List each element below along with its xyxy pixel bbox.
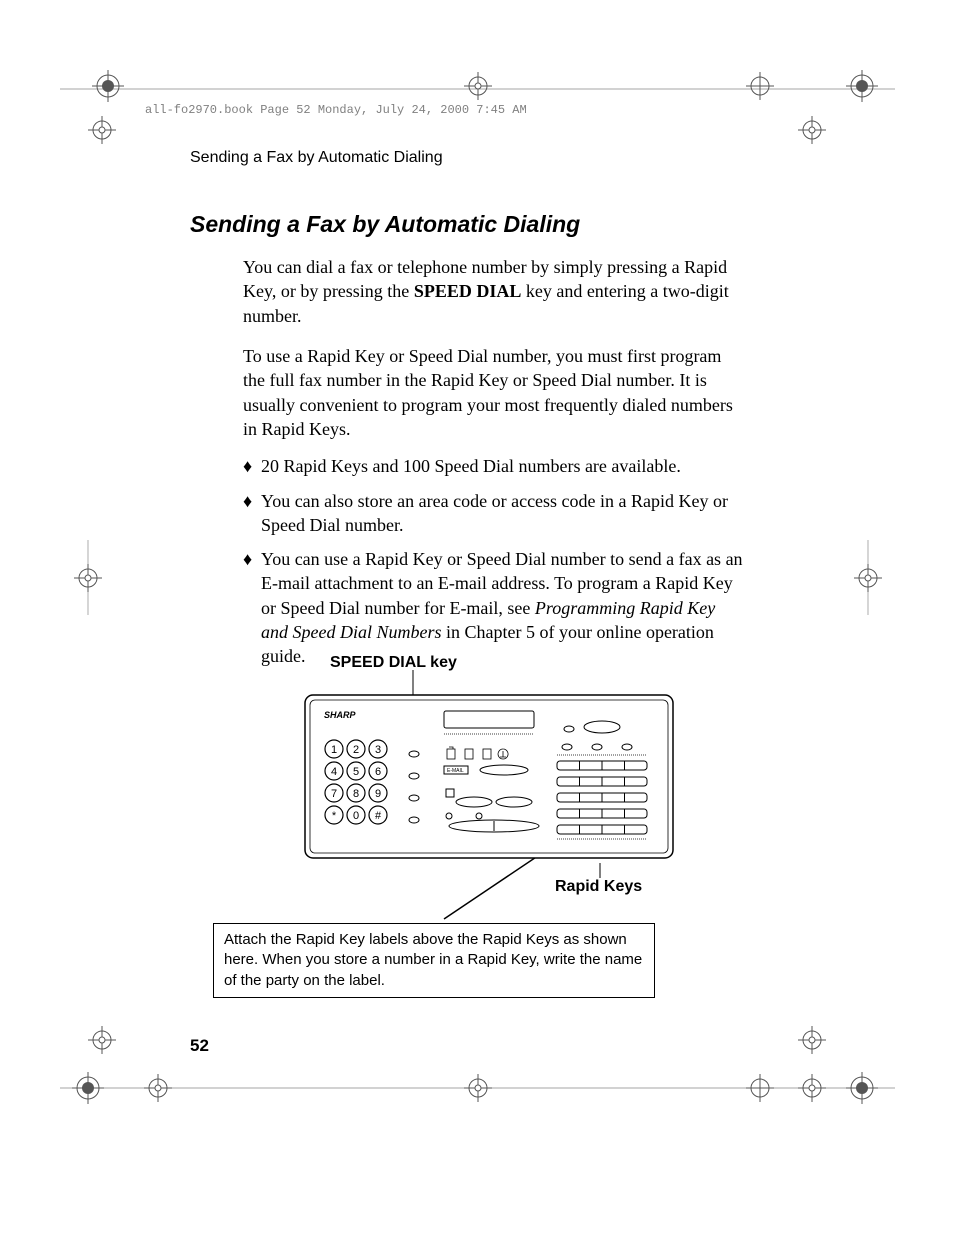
bullet-icon: ♦ bbox=[243, 547, 252, 571]
bullet-2-text: You can also store an area code or acces… bbox=[261, 489, 743, 538]
svg-text:7: 7 bbox=[331, 788, 337, 800]
svg-text:E-MAIL: E-MAIL bbox=[447, 768, 464, 774]
svg-text:3: 3 bbox=[375, 744, 381, 756]
brand-text: SHARP bbox=[324, 710, 357, 720]
file-info-header: all-fo2970.book Page 52 Monday, July 24,… bbox=[145, 103, 527, 117]
svg-text:2: 2 bbox=[353, 744, 359, 756]
bullet-icon: ♦ bbox=[243, 489, 252, 513]
paragraph-2: To use a Rapid Key or Speed Dial number,… bbox=[243, 344, 743, 441]
svg-text:#: # bbox=[375, 810, 382, 822]
bullet-2: ♦ You can also store an area code or acc… bbox=[243, 489, 743, 538]
bullet-3-text: You can use a Rapid Key or Speed Dial nu… bbox=[261, 547, 743, 668]
svg-text:5: 5 bbox=[353, 766, 359, 778]
svg-text:6: 6 bbox=[375, 766, 381, 778]
svg-text:8: 8 bbox=[353, 788, 359, 800]
svg-text:9: 9 bbox=[375, 788, 381, 800]
section-title: Sending a Fax by Automatic Dialing bbox=[190, 211, 580, 238]
fax-panel-diagram: SHARP 1 2 3 4 5 6 7 8 9 * 0 # E-MAIL bbox=[304, 694, 674, 859]
svg-text:4: 4 bbox=[331, 766, 337, 778]
svg-text:0: 0 bbox=[353, 810, 359, 822]
bullet-3: ♦ You can use a Rapid Key or Speed Dial … bbox=[243, 547, 743, 668]
paragraph-1: You can dial a fax or telephone number b… bbox=[243, 255, 743, 328]
bullet-1-text: 20 Rapid Keys and 100 Speed Dial numbers… bbox=[261, 454, 743, 478]
bullet-1: ♦ 20 Rapid Keys and 100 Speed Dial numbe… bbox=[243, 454, 743, 478]
rapid-keys-label: Rapid Keys bbox=[555, 878, 642, 896]
bullet-icon: ♦ bbox=[243, 454, 252, 478]
svg-text:*: * bbox=[332, 810, 337, 822]
page-number: 52 bbox=[190, 1036, 209, 1056]
speed-dial-label: SPEED DIAL key bbox=[330, 654, 457, 672]
running-header: Sending a Fax by Automatic Dialing bbox=[190, 149, 443, 167]
para1-bold: SPEED DIAL bbox=[414, 281, 522, 301]
svg-text:1: 1 bbox=[331, 744, 337, 756]
info-box: Attach the Rapid Key labels above the Ra… bbox=[213, 923, 655, 998]
